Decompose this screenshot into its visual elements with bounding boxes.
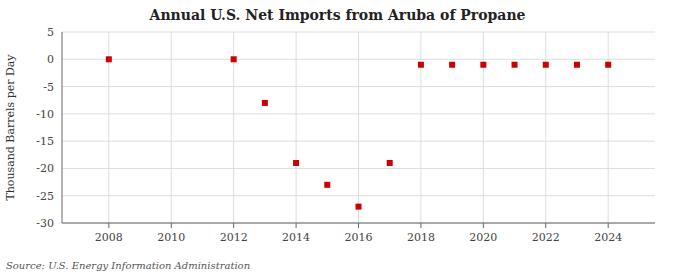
chart-container: Annual U.S. Net Imports from Aruba of Pr… <box>0 0 675 275</box>
x-tick <box>608 223 609 228</box>
x-tick <box>296 223 297 228</box>
y-tick-label: -20 <box>36 162 54 175</box>
point <box>512 62 518 68</box>
point <box>605 62 611 68</box>
x-tick <box>108 223 109 228</box>
x-tick <box>171 223 172 228</box>
source: Source: U.S. Energy Information Administ… <box>6 260 250 271</box>
x-grid-line <box>358 32 359 223</box>
y-tick-label: 5 <box>47 26 54 39</box>
y-tick-label: -30 <box>36 217 54 230</box>
x-tick-label: 2016 <box>345 231 373 244</box>
y-axis-line <box>62 32 63 223</box>
x-grid-line <box>483 32 484 223</box>
point <box>449 62 455 68</box>
x-tick <box>420 223 421 228</box>
x-tick-label: 2022 <box>532 231 560 244</box>
point <box>324 182 330 188</box>
point <box>574 62 580 68</box>
y-grid-line <box>62 223 655 224</box>
x-tick <box>545 223 546 228</box>
point <box>231 56 237 62</box>
x-tick-label: 2024 <box>594 231 622 244</box>
y-tick-label: -10 <box>36 108 54 121</box>
x-tick-label: 2018 <box>407 231 435 244</box>
y-tick-label: 0 <box>47 53 54 66</box>
title: Annual U.S. Net Imports from Aruba of Pr… <box>149 7 526 23</box>
point <box>106 56 112 62</box>
x-tick <box>233 223 234 228</box>
y-tick-label: -25 <box>36 190 54 203</box>
point <box>293 160 299 166</box>
y-tick-label: -5 <box>43 81 54 94</box>
x-tick-label: 2010 <box>157 231 185 244</box>
y-tick-label: -15 <box>36 135 54 148</box>
x-tick-label: 2020 <box>469 231 497 244</box>
x-grid-line <box>420 32 421 223</box>
point <box>356 204 362 210</box>
x-grid-line <box>296 32 297 223</box>
x-tick <box>483 223 484 228</box>
points <box>106 56 611 209</box>
x-tick-label: 2008 <box>95 231 123 244</box>
y-axis-label: Thousand Barrels per Day <box>4 54 17 201</box>
x-grid-line <box>545 32 546 223</box>
point <box>262 100 268 106</box>
x-tick-label: 2012 <box>220 231 248 244</box>
point <box>418 62 424 68</box>
chart: Annual U.S. Net Imports from Aruba of Pr… <box>0 0 675 275</box>
grid <box>62 32 655 223</box>
x-axis-line <box>62 223 655 224</box>
x-grid-line <box>608 32 609 223</box>
point <box>543 62 549 68</box>
x-grid-line <box>171 32 172 223</box>
x-tick <box>358 223 359 228</box>
point <box>387 160 393 166</box>
point <box>480 62 486 68</box>
x-tick-label: 2014 <box>282 231 310 244</box>
axes: 5 0 -5 -10 -15 -20 -25 -30 2008 2010 2012 2014 2016 2… <box>36 26 655 244</box>
